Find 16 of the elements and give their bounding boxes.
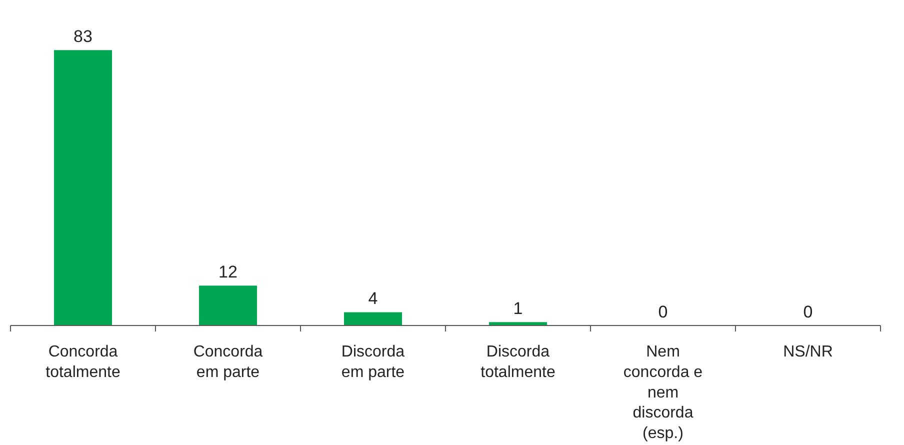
data-label: 1 xyxy=(513,299,523,318)
x-tick-label: Discorda totalmente xyxy=(480,344,556,381)
x-tick-label: Nem concorda e nem discorda (esp.) xyxy=(623,344,703,442)
data-label: 12 xyxy=(218,262,238,282)
x-tick-label: Discorda em parte xyxy=(341,344,405,381)
bar xyxy=(199,286,257,326)
x-tick-label: NS/NR xyxy=(783,344,833,360)
data-label: 0 xyxy=(658,302,668,322)
data-label: 0 xyxy=(803,302,813,322)
x-tick-label: Concorda em parte xyxy=(193,344,263,381)
bar xyxy=(489,322,547,326)
data-label: 83 xyxy=(74,27,92,46)
x-tick-label: Concorda totalmente xyxy=(46,344,120,381)
bar xyxy=(54,50,112,326)
data-label: 4 xyxy=(368,289,378,308)
bar xyxy=(344,312,402,326)
